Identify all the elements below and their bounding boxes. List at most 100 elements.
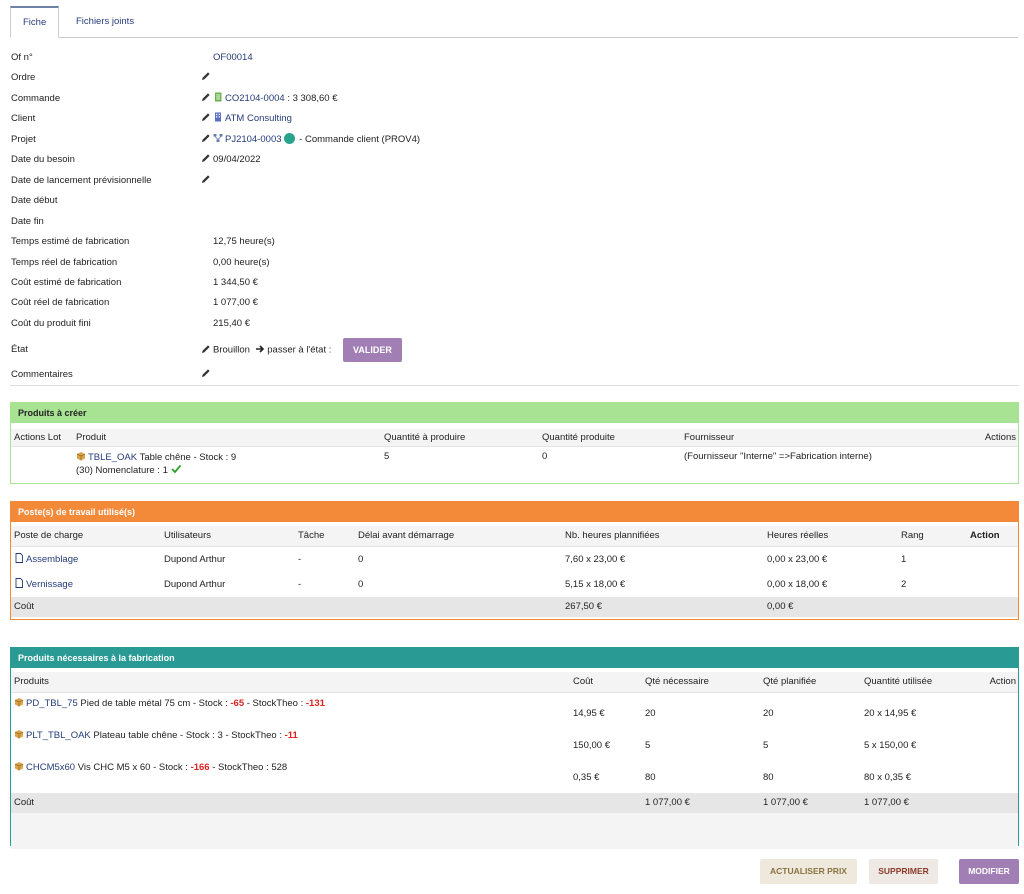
temps-estime-value: 12,75 heure(s) [213, 236, 275, 247]
tab-fiche-label: Fiche [23, 17, 47, 28]
status-dot-icon [283, 133, 295, 144]
pencil-icon[interactable] [201, 174, 211, 184]
poste-link[interactable]: Assemblage [26, 554, 79, 565]
qte-plan-value: 80 [763, 772, 774, 783]
delai-value: 0 [358, 554, 364, 565]
stocktheo-value: -11 [284, 730, 298, 741]
col-qte-produite: Quantité produite [542, 432, 615, 443]
produit-link[interactable]: CHCM5x60 [26, 762, 76, 773]
user-value: Dupond Arthur [164, 579, 226, 590]
heures-plan-value: 7,60 x 23,00 € [565, 554, 626, 565]
produits-creer-panel: Produits à créer Actions Lot Produit Qua… [10, 402, 1019, 484]
fournisseur-value: (Fournisseur "Interne" =>Fabrication int… [684, 451, 872, 462]
qte-nec-value: 20 [645, 708, 656, 719]
rang-value: 1 [901, 554, 907, 565]
qte-produire-value: 5 [384, 451, 390, 462]
supprimer-button[interactable]: SUPPRIMER [869, 859, 938, 884]
modifier-button[interactable]: MODIFIER [959, 859, 1019, 884]
col-fournisseur: Fournisseur [684, 432, 735, 443]
col-tache: Tâche [298, 530, 325, 541]
produit-link[interactable]: PLT_TBL_OAK [26, 730, 91, 741]
cout-value: 0,35 € [573, 772, 600, 783]
projet-desc: - Commande client (PROV4) [296, 134, 421, 145]
projet-link[interactable]: PJ2104-0003 [225, 134, 282, 145]
tab-fiche[interactable]: Fiche [10, 6, 60, 38]
field-projet: Projet PJ2104-0003 - Commande client (PR… [10, 130, 1019, 150]
field-temps-estime: Temps estimé de fabrication 12,75 heure(… [10, 232, 1019, 252]
postes-panel: Poste(s) de travail utilisé(s) Poste de … [10, 501, 1019, 620]
col-heures-plan: Nb. heures plannifiées [565, 530, 660, 541]
actualiser-prix-button[interactable]: ACTUALISER PRIX [760, 859, 857, 884]
tache-value: - [298, 579, 302, 590]
col-qte-util: Quantité utilisée [864, 676, 933, 687]
arrow-right-icon [255, 344, 264, 353]
produit-cell: PD_TBL_75 Pied de table métal 75 cm - St… [14, 697, 325, 709]
stock-value: -65 [230, 698, 245, 709]
temps-estime-label: Temps estimé de fabrication [11, 236, 130, 247]
stock-sep: - StockTheo : [244, 698, 306, 709]
pencil-icon[interactable] [201, 368, 211, 378]
cout-reel-value: 1 077,00 € [213, 297, 258, 308]
produits-necessaires-panel: Produits nécessaires à la fabrication Pr… [10, 647, 1019, 849]
commande-link[interactable]: CO2104-0004 [225, 93, 285, 104]
product-icon [14, 698, 24, 707]
col-actions-lot: Actions Lot [14, 432, 61, 443]
valider-button[interactable]: VALIDER [343, 338, 402, 362]
pencil-icon[interactable] [201, 133, 211, 143]
empty-row [11, 813, 1018, 849]
col-poste: Poste de charge [14, 530, 84, 541]
date-debut-label: Date début [11, 195, 58, 206]
postes-header: Poste de charge Utilisateurs Tâche Délai… [11, 526, 1018, 547]
commentaires-label: Commentaires [11, 369, 73, 380]
stocktheo-value: 528 [271, 762, 288, 773]
product-icon [14, 762, 24, 771]
company-icon [215, 112, 221, 122]
pencil-icon[interactable] [201, 92, 211, 102]
field-client: Client ATM Consulting [10, 109, 1019, 129]
field-date-lancement: Date de lancement prévisionnelle [10, 171, 1019, 191]
pencil-icon[interactable] [201, 153, 211, 163]
of-link[interactable]: OF00014 [213, 52, 253, 63]
pencil-icon[interactable] [201, 71, 211, 81]
field-of: Of n° OF00014 [10, 48, 1019, 68]
cout-value: 14,95 € [573, 708, 605, 719]
poste-link[interactable]: Vernissage [26, 579, 74, 590]
qte-produite-value: 0 [542, 451, 548, 462]
commande-amount: : 3 308,60 € [284, 93, 338, 104]
col-delai: Délai avant démarrage [358, 530, 455, 541]
produit-desc: Vis CHC M5 x 60 - Stock : [75, 762, 191, 773]
qte-plan-value: 5 [763, 740, 769, 751]
order-icon [215, 92, 222, 102]
cout-estime-value: 1 344,50 € [213, 277, 258, 288]
check-icon [170, 464, 181, 474]
produit-link[interactable]: TBLE_OAK [88, 452, 138, 463]
date-besoin-label: Date du besoin [11, 154, 75, 165]
total-label: Coût [14, 601, 35, 612]
tab-fichiers-joints[interactable]: Fichiers joints [64, 6, 146, 37]
table-row: PD_TBL_75 Pied de table métal 75 cm - St… [11, 693, 1018, 725]
pencil-icon[interactable] [201, 112, 211, 122]
qte-nec-value: 5 [645, 740, 651, 751]
pencil-icon[interactable] [201, 344, 211, 354]
postes-title: Poste(s) de travail utilisé(s) [11, 502, 1018, 522]
col-actions: Actions [984, 432, 1016, 443]
heures-reelles-value: 0,00 x 23,00 € [767, 554, 828, 565]
cout-value: 150,00 € [573, 740, 610, 751]
produit-link[interactable]: PD_TBL_75 [26, 698, 78, 709]
col-action: Action [970, 530, 1000, 541]
col-qte-plan: Qté planifiée [763, 676, 817, 687]
produits-creer-title: Produits à créer [11, 403, 1018, 423]
postes-total-row: Coût 267,50 € 0,00 € [11, 597, 1018, 617]
field-cout-estime: Coût estimé de fabrication 1 344,50 € [10, 273, 1019, 293]
produit-desc: Pied de table métal 75 cm - Stock : [77, 698, 231, 709]
nomenclature-cell: (30) Nomenclature : 1 [76, 464, 183, 476]
product-icon [76, 452, 86, 461]
field-commentaires: Commentaires [10, 365, 1019, 385]
project-icon [213, 134, 223, 142]
col-rang: Rang [901, 530, 924, 541]
table-row: PLT_TBL_OAK Plateau table chêne - Stock … [11, 725, 1018, 757]
produits-creer-header: Actions Lot Produit Quantité à produire … [11, 429, 1018, 447]
client-link[interactable]: ATM Consulting [225, 113, 292, 124]
field-etat: État Brouillon passer à l'état : VALIDER [10, 338, 1019, 362]
client-label: Client [11, 113, 36, 124]
